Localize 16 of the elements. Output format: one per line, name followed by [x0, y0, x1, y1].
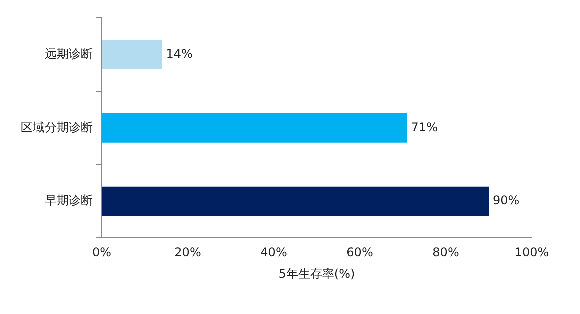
- x-tick-label: 100%: [514, 246, 550, 260]
- y-tick-label: 区域分期诊断: [21, 120, 93, 134]
- data-label: 71%: [411, 120, 438, 134]
- bar: [102, 40, 162, 70]
- x-tick-label: 80%: [432, 246, 460, 260]
- x-tick-label: 0%: [92, 246, 112, 260]
- x-axis-title: 5年生存率(%): [278, 266, 356, 281]
- x-tick-label: 40%: [260, 246, 288, 260]
- x-tick-label: 60%: [346, 246, 374, 260]
- y-tick-label: 早期诊断: [45, 194, 93, 208]
- data-label: 90%: [493, 194, 520, 208]
- bar: [102, 186, 489, 216]
- y-tick-label: 远期诊断: [45, 46, 93, 61]
- bar: [102, 114, 408, 143]
- x-tick-label: 20%: [174, 246, 202, 260]
- data-label: 14%: [166, 46, 193, 61]
